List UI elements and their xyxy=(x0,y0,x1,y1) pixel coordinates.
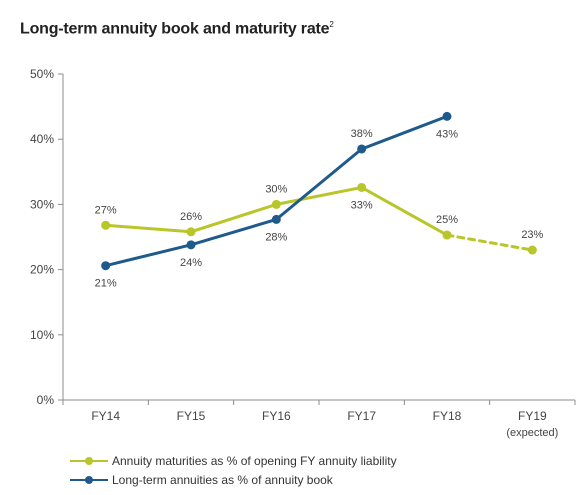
x-tick-sublabel: (expected) xyxy=(506,427,558,439)
chart-title-text: Long-term annuity book and maturity rate xyxy=(20,20,330,38)
series-1-data-label: 38% xyxy=(351,128,373,140)
y-tick-label: 0% xyxy=(37,393,55,407)
x-tick-label: FY18 xyxy=(433,409,462,423)
y-tick-label: 50% xyxy=(30,67,54,81)
series-0-point xyxy=(186,227,196,237)
y-tick-label: 10% xyxy=(30,328,54,342)
series-0-point xyxy=(527,245,537,255)
x-tick-label: FY16 xyxy=(262,409,291,423)
series-1-segment xyxy=(360,114,449,151)
series-1-point xyxy=(101,261,111,271)
series-0-data-label: 30% xyxy=(265,183,287,195)
series-0-point xyxy=(357,182,367,192)
x-tick-label: FY15 xyxy=(177,409,206,423)
series-1-segment xyxy=(104,243,193,268)
series-0-data-label: 26% xyxy=(180,211,202,223)
series-1-point xyxy=(186,240,196,250)
series-1-point xyxy=(442,111,452,121)
legend-label-longterm: Long-term annuities as % of annuity book xyxy=(112,472,333,487)
series-1-point xyxy=(357,144,367,154)
title-footnote: 2 xyxy=(329,20,334,29)
legend-item-longterm: Long-term annuities as % of annuity book xyxy=(70,470,397,489)
chart-legend: Annuity maturities as % of opening FY an… xyxy=(70,451,397,489)
series-1-data-label: 24% xyxy=(180,257,202,269)
series-0-segment xyxy=(274,185,364,206)
series-0-segment xyxy=(189,202,278,234)
x-tick-label: FY17 xyxy=(347,409,376,423)
series-1-segment xyxy=(189,217,278,247)
legend-swatch-longterm xyxy=(70,475,108,485)
series-0-data-label: 27% xyxy=(95,204,117,216)
series-0-segment xyxy=(104,223,193,234)
x-tick-label: FY19 xyxy=(518,409,547,423)
series-0-data-label: 23% xyxy=(521,229,543,241)
y-tick-label: 20% xyxy=(30,263,54,277)
legend-label-maturities: Annuity maturities as % of opening FY an… xyxy=(112,453,397,468)
series-0-data-label: 25% xyxy=(436,214,458,226)
legend-item-maturities: Annuity maturities as % of opening FY an… xyxy=(70,451,397,470)
y-tick-label: 30% xyxy=(30,197,54,211)
series-1-data-label: 43% xyxy=(436,128,458,140)
series-0-point xyxy=(271,199,281,209)
x-tick-label: FY14 xyxy=(91,409,120,423)
series-1-data-label: 21% xyxy=(95,278,117,290)
series-1-point xyxy=(271,214,281,224)
series-0-segment xyxy=(445,233,534,252)
y-tick-label: 40% xyxy=(30,132,54,146)
series-0-data-label: 33% xyxy=(351,199,373,211)
series-0-point xyxy=(101,220,111,230)
series-0-segment xyxy=(360,185,449,237)
chart-title: Long-term annuity book and maturity rate… xyxy=(20,20,334,38)
series-1-segment xyxy=(274,147,364,221)
series-1-data-label: 28% xyxy=(265,231,287,243)
legend-swatch-maturities xyxy=(70,456,108,466)
series-0-point xyxy=(442,230,452,240)
